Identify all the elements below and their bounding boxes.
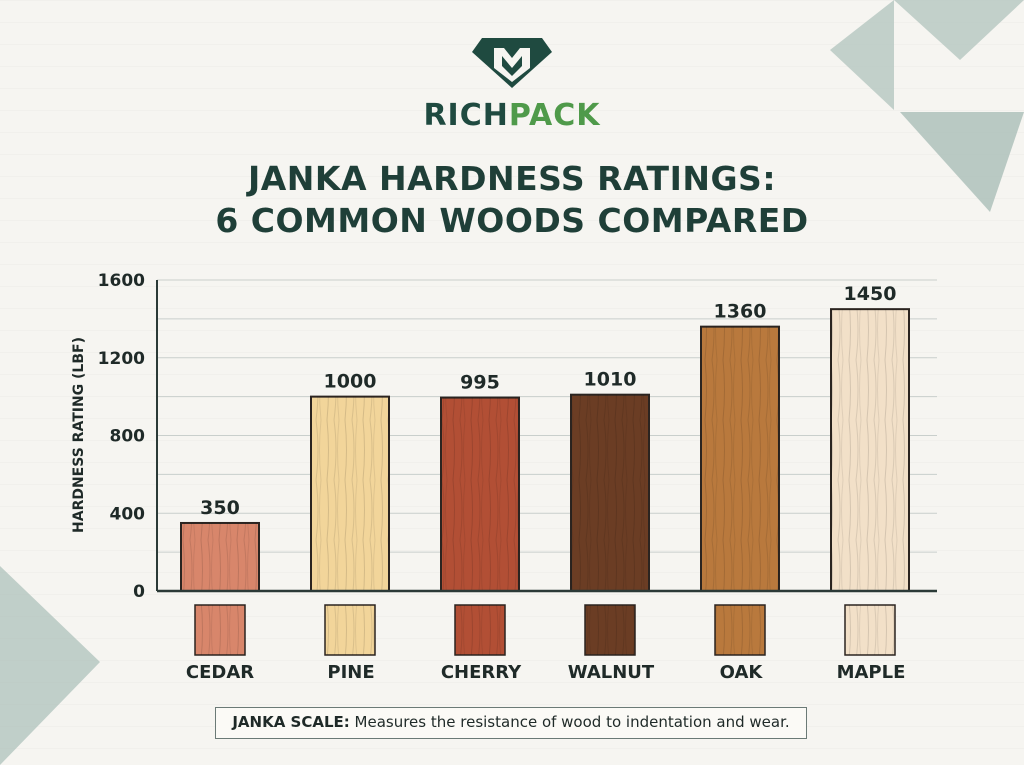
y-tick-label: 1200 [98,349,145,369]
bar-grain-maple [831,309,909,591]
category-label-oak: OAK [719,662,763,683]
diamond-m-logo-icon [472,38,552,88]
note-label: JANKA SCALE: [232,713,350,731]
data-label-oak: 1360 [714,301,767,323]
category-label-pine: PINE [327,662,375,683]
swatch-grain-cherry [455,605,505,655]
y-tick-label: 0 [133,582,145,602]
swatch-grain-oak [715,605,765,655]
brand-part-2: PACK [508,98,601,133]
page-title: JANKA HARDNESS RATINGS: 6 COMMON WOODS C… [0,158,1024,242]
swatch-grain-pine [325,605,375,655]
data-label-walnut: 1010 [584,369,637,391]
note-text: Measures the resistance of wood to inden… [349,713,790,731]
category-label-walnut: WALNUT [567,662,655,683]
swatch-grain-maple [845,605,895,655]
swatch-grain-walnut [585,605,635,655]
bar-grain-walnut [571,394,649,591]
y-tick-label: 1600 [98,271,145,291]
y-tick-label: 800 [110,427,146,447]
bar-grain-oak [701,326,779,591]
bar-grain-cherry [441,397,519,591]
category-label-cherry: CHERRY [440,662,522,683]
bar-grain-cedar [181,522,259,591]
bar-grain-pine [311,396,389,591]
data-label-pine: 1000 [324,371,377,393]
data-label-maple: 1450 [844,283,897,305]
bar-chart: 350 1000 995 1010 1360 1450 0 400 800 1200 1600 HA… [71,271,937,656]
swatch-grain-cedar [195,605,245,655]
brand-name: RICHPACK [0,98,1024,133]
data-label-cedar: 350 [200,497,240,519]
y-axis-title: HARDNESS RATING (LBF) [71,337,87,533]
title-line-2: 6 COMMON WOODS COMPARED [215,201,809,240]
brand-part-1: RICH [423,98,509,133]
y-tick-label: 400 [110,504,146,524]
title-line-1: JANKA HARDNESS RATINGS: [247,159,777,198]
category-label-cedar: CEDAR [185,662,255,683]
category-label-maple: MAPLE [836,662,906,683]
data-label-cherry: 995 [460,372,500,394]
janka-scale-note: JANKA SCALE: Measures the resistance of … [215,707,807,739]
